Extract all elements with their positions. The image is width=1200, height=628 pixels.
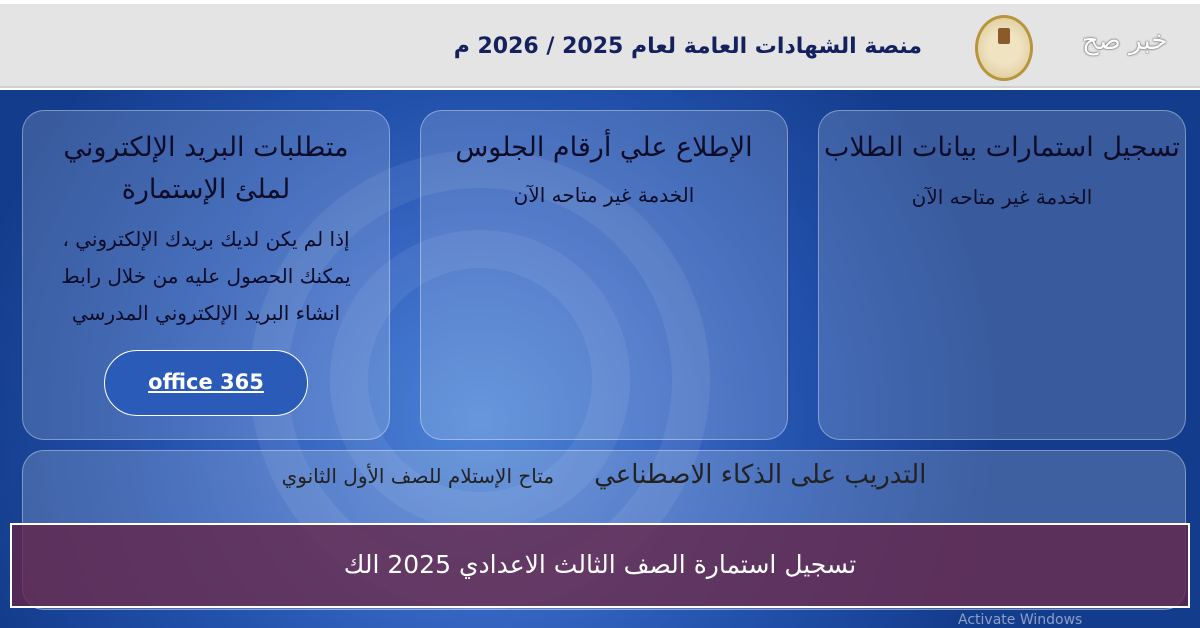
card-status: الخدمة غير متاحه الآن [911,185,1093,209]
card-body: إذا لم يكن لديك بريدك الإلكتروني ، يمكنك… [61,227,351,325]
card-status: الخدمة غير متاحه الآن [513,183,695,207]
article-headline-banner[interactable]: تسجيل استمارة الصف الثالث الاعدادي 2025 … [10,523,1190,608]
card-title: تسجيل استمارات بيانات الطلاب [824,132,1180,163]
activate-windows-watermark: Activate Windows [958,612,1083,628]
office-365-button[interactable]: office 365 [104,350,308,416]
card-student-registration: تسجيل استمارات بيانات الطلاب الخدمة غير … [818,110,1186,440]
card-title: الإطلاع علي أرقام الجلوس [455,132,753,163]
card-title: متطلبات البريد الإلكتروني لملئ الإستمارة [63,132,349,205]
brand-watermark: خبر صح [1082,26,1168,56]
card-title: التدريب على الذكاء الاصطناعي [594,460,927,490]
card-status: متاح الإستلام للصف الأول الثانوي [281,464,555,488]
site-header: منصة الشهادات العامة لعام 2025 / 2026 م … [0,4,1200,88]
card-email-requirements: متطلبات البريد الإلكتروني لملئ الإستمارة… [22,110,390,440]
page-title: منصة الشهادات العامة لعام 2025 / 2026 م [453,34,922,59]
card-seat-numbers: الإطلاع علي أرقام الجلوس الخدمة غير متاح… [420,110,788,440]
ministry-logo-icon [975,15,1033,81]
